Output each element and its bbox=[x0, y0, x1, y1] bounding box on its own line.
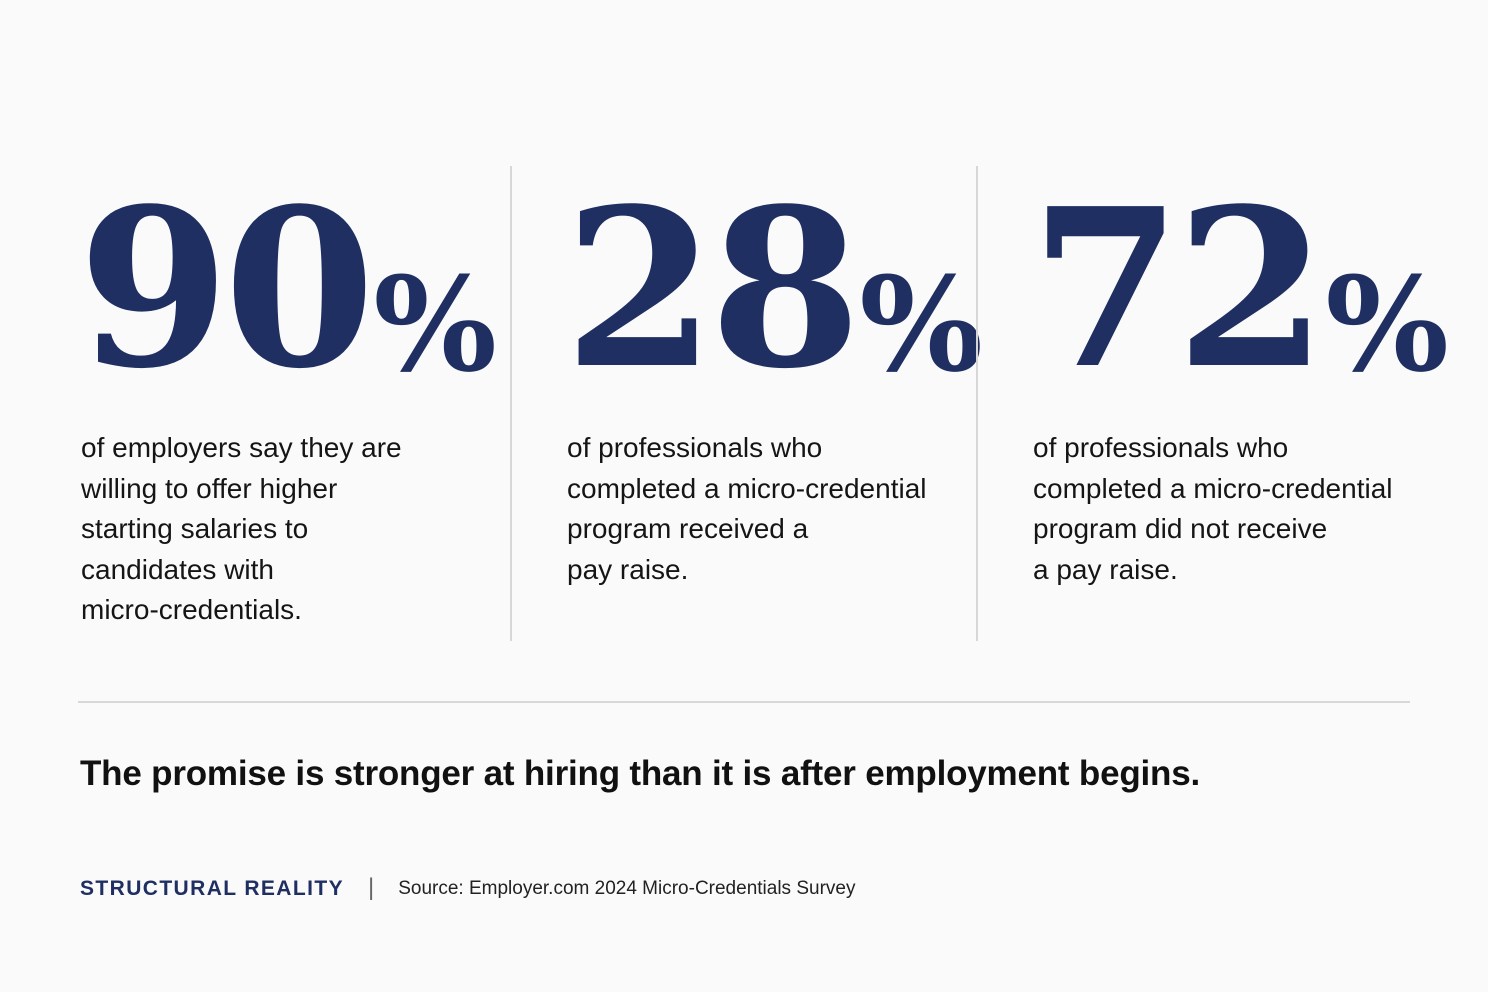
section-divider bbox=[78, 701, 1410, 703]
column-divider bbox=[976, 166, 978, 641]
stat-description-line: of professionals who bbox=[1033, 432, 1289, 463]
stats-section: 90% of employers say they are willing to… bbox=[78, 0, 1450, 700]
stat-description: of professionals who completed a micro-c… bbox=[1033, 428, 1423, 590]
stat-description-line: micro-credentials. bbox=[81, 594, 302, 625]
footer-separator: | bbox=[367, 874, 375, 901]
stat-description-line: starting salaries to bbox=[81, 513, 309, 544]
stat-description-line: pay raise. bbox=[567, 553, 689, 585]
percent-sign: % bbox=[373, 248, 497, 401]
stat-description-line: a pay raise. bbox=[1033, 553, 1178, 585]
stat-description-line: completed a micro-credential bbox=[567, 472, 927, 504]
stat-no-pay-raise: 72% of professionals who completed a mic… bbox=[1030, 0, 1450, 700]
stat-description-line: program did not receive bbox=[1033, 513, 1328, 544]
stat-description: of professionals who completed a micro-c… bbox=[567, 428, 957, 590]
stat-description-line: of professionals who bbox=[567, 432, 823, 463]
stat-employers-higher-salaries: 90% of employers say they are willing to… bbox=[78, 0, 497, 700]
stat-received-pay-raise: 28% of professionals who completed a mic… bbox=[564, 0, 983, 700]
stat-description-line: willing to offer higher bbox=[81, 472, 338, 504]
footer-brand: STRUCTURAL REALITY bbox=[80, 877, 344, 900]
column-divider bbox=[510, 166, 512, 641]
percent-sign: % bbox=[1325, 248, 1449, 401]
stat-value: 90% bbox=[78, 180, 497, 398]
stat-number: 28 bbox=[564, 161, 861, 417]
footer: STRUCTURAL REALITY | Source: Employer.co… bbox=[80, 874, 855, 904]
stat-value: 72% bbox=[1030, 180, 1449, 398]
stat-number: 72 bbox=[1030, 161, 1327, 417]
source-citation: Source: Employer.com 2024 Micro-Credenti… bbox=[398, 878, 856, 899]
stat-value: 28% bbox=[564, 180, 983, 398]
stat-description: of employers say they are willing to off… bbox=[81, 428, 471, 631]
stat-description-line: candidates with bbox=[81, 553, 275, 585]
stat-number: 90 bbox=[78, 161, 375, 417]
stat-description-line: program received a bbox=[567, 513, 809, 544]
headline: The promise is stronger at hiring than i… bbox=[80, 754, 1201, 793]
percent-sign: % bbox=[859, 248, 983, 401]
stat-description-line: completed a micro-credential bbox=[1033, 472, 1393, 504]
stat-description-line: of employers say they are bbox=[81, 432, 402, 463]
